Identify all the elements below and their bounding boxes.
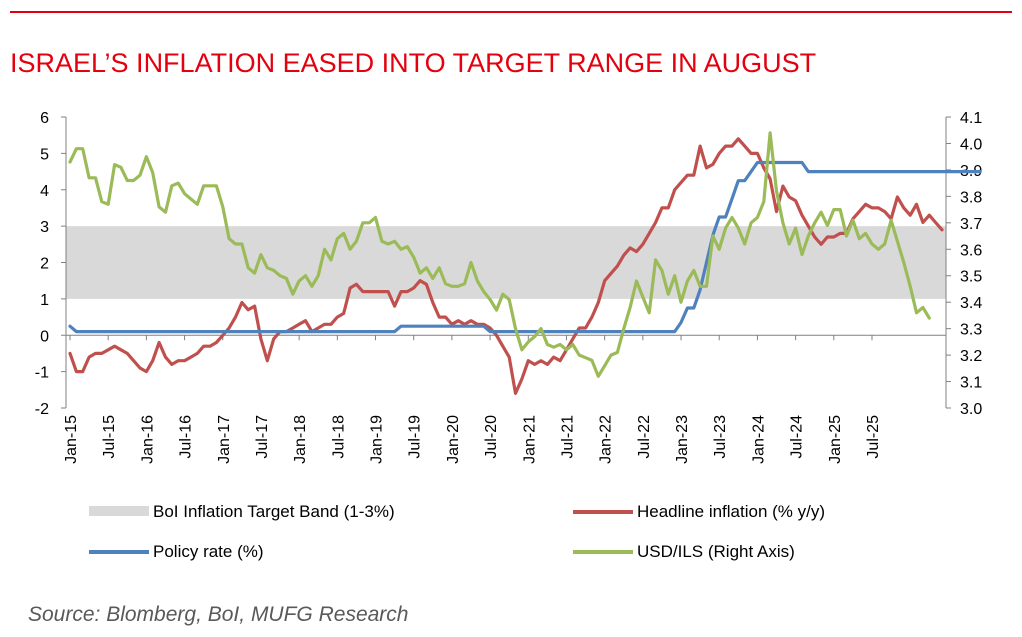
x-tick-label: Jul-24 [789,415,806,459]
left-tick-label: 4 [40,183,49,200]
right-tick-label: 3.5 [960,269,982,286]
right-tick-label: 3.0 [960,401,982,418]
right-tick-label: 3.1 [960,375,982,392]
left-tick-label: -2 [35,401,49,418]
series-line-headline [68,137,944,395]
right-tick-label: 3.2 [960,348,982,365]
right-tick-label: 3.6 [960,242,982,259]
x-tick-label: Jul-17 [254,415,271,459]
left-tick-label: 5 [40,146,49,163]
x-tick-label: Jan-16 [139,415,156,464]
left-tick-label: 1 [40,292,49,309]
x-tick-label: Jan-21 [521,415,538,464]
right-tick-label: 3.4 [960,295,982,312]
x-tick-label: Jan-20 [445,415,462,464]
legend-swatch-headline [573,510,633,514]
left-tick-label: 6 [40,110,49,127]
right-tick-label: 3.3 [960,322,982,339]
x-tick-label: Jan-19 [369,415,386,464]
x-tick-label: Jan-15 [63,415,80,464]
x-tick-label: Jul-16 [178,415,195,459]
x-tick-label: Jul-15 [101,415,118,459]
x-tick-label: Jan-17 [216,415,233,464]
chart-title: ISRAEL’S INFLATION EASED INTO TARGET RAN… [10,48,817,78]
right-tick-label: 3.7 [960,216,982,233]
x-tick-label: Jul-21 [559,415,576,459]
x-tick-label: Jan-25 [827,415,844,464]
legend-swatch-policy [89,550,149,554]
right-tick-label: 3.8 [960,189,982,206]
x-tick-label: Jan-24 [750,415,767,464]
source-note: Source: Blomberg, BoI, MUFG Research [28,603,409,626]
x-tick-label: Jan-23 [674,415,691,464]
series-line-usdils [68,131,931,378]
legend-swatch-band [89,506,149,516]
right-tick-label: 4.0 [960,136,982,153]
x-tick-label: Jul-25 [865,415,882,459]
legend-label-policy: Policy rate (%) [153,542,264,561]
left-tick-label: 2 [40,256,49,273]
x-tick-label: Jul-20 [483,415,500,459]
legend-label-headline: Headline inflation (% y/y) [637,502,826,521]
x-tick-label: Jan-22 [598,415,615,464]
legend-label-band: BoI Inflation Target Band (1-3%) [153,502,395,521]
left-tick-label: -1 [35,365,49,382]
series-line-policy [68,160,982,334]
legend-swatch-usdils [573,550,633,554]
left-tick-label: 0 [40,328,49,345]
top-rule [10,11,1012,13]
x-tick-label: Jan-18 [292,415,309,464]
right-tick-label: 4.1 [960,110,982,127]
x-tick-label: Jul-22 [636,415,653,459]
left-tick-label: 3 [40,219,49,236]
x-tick-label: Jul-23 [712,415,729,459]
legend-label-usdils: USD/ILS (Right Axis) [637,542,795,561]
x-tick-label: Jul-19 [407,415,424,459]
x-tick-label: Jul-18 [330,415,347,459]
